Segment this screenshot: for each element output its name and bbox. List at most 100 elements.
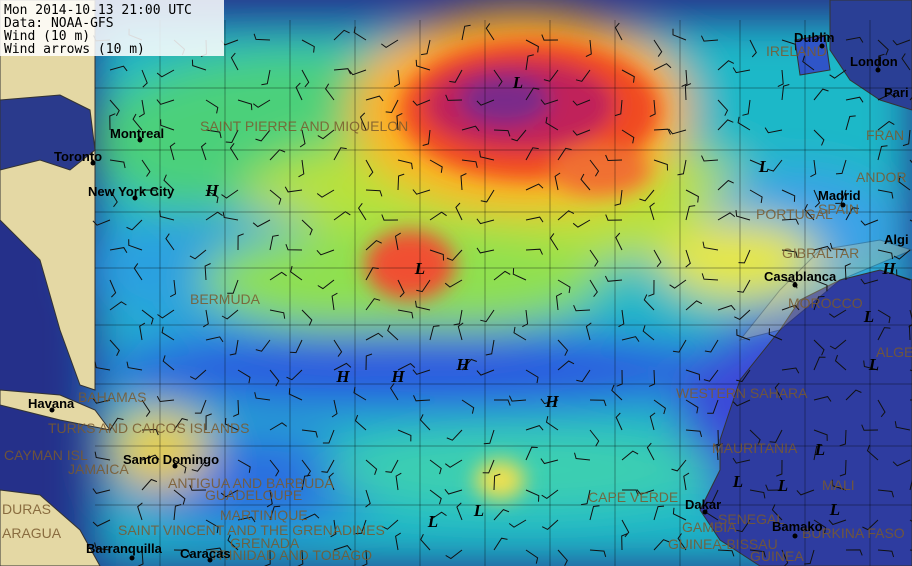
- wind-barb: [813, 519, 827, 534]
- wind-barb: [159, 210, 175, 221]
- city-label: Santo Domingo: [123, 452, 219, 467]
- wind-barb: [749, 189, 763, 203]
- wind-barb: [581, 489, 591, 506]
- wind-barb: [109, 113, 116, 131]
- wind-barb: [736, 519, 751, 533]
- region-label: IRELAND: [766, 43, 827, 59]
- wind-barb: [701, 155, 719, 162]
- wind-barb: [109, 189, 118, 208]
- wind-barb: [421, 39, 431, 56]
- wind-barb: [781, 189, 796, 202]
- wind-barb: [845, 36, 864, 43]
- info-datetime: Mon 2014-10-13 21:00 UTC: [4, 3, 192, 18]
- wind-barb: [290, 265, 303, 281]
- wind-barb: [605, 214, 623, 221]
- wind-barb: [227, 279, 239, 294]
- wind-barb: [732, 399, 751, 407]
- wind-barb: [902, 129, 911, 147]
- wind-barb: [831, 479, 847, 491]
- wind-barb: [508, 519, 527, 528]
- info-background: [0, 0, 224, 56]
- wind-barb: [642, 325, 655, 341]
- wind-barb: [156, 395, 175, 403]
- wind-barb: [429, 489, 442, 505]
- wind-barb: [777, 69, 784, 88]
- wind-barb: [716, 443, 723, 461]
- wind-barb: [353, 26, 367, 41]
- wind-barb: [621, 129, 635, 144]
- wind-barb: [829, 69, 847, 79]
- wind-barb: [685, 205, 696, 221]
- wind-barb: [109, 339, 120, 357]
- wind-barb: [237, 369, 251, 384]
- wind-barb: [156, 69, 175, 78]
- wind-barb: [572, 129, 591, 136]
- wind-barb: [365, 332, 384, 341]
- wind-barb: [781, 39, 797, 51]
- pressure-centers: L L H L H L H H H L H L L L L L L: [204, 73, 896, 531]
- wind-barb: [717, 119, 734, 131]
- wind-barb: [860, 278, 879, 285]
- wind-barb: [508, 395, 527, 402]
- city-markers: [49, 43, 881, 563]
- city-label: Pari: [884, 85, 909, 100]
- wind-barb: [237, 233, 244, 251]
- wind-barb: [229, 143, 239, 161]
- pressure-center: L: [732, 472, 743, 491]
- wind-barb: [493, 270, 511, 281]
- wind-barb: [456, 502, 463, 521]
- wind-barb: [169, 142, 176, 161]
- wind-barb: [573, 305, 591, 312]
- wind-barb: [173, 489, 186, 505]
- wind-barb: [540, 99, 559, 105]
- wind-barb: [611, 384, 623, 401]
- wind-barb: [685, 189, 699, 203]
- wind-barb: [412, 99, 431, 106]
- wind-barb: [702, 241, 719, 251]
- wind-barb: [333, 362, 352, 371]
- wind-barb: [525, 446, 538, 461]
- wind-barb: [712, 429, 719, 447]
- wind-barb: [701, 273, 719, 281]
- wind-barb: [513, 326, 527, 341]
- wind-barb: [333, 339, 343, 357]
- wind-barb: [353, 386, 367, 401]
- wind-barb: [397, 173, 405, 191]
- wind-barb: [717, 549, 735, 557]
- wind-barb: [365, 353, 373, 371]
- wind-barb: [485, 23, 495, 41]
- wind-barb: [813, 339, 825, 356]
- wind-barb: [829, 309, 847, 318]
- wind-barb: [554, 172, 561, 191]
- wind-barb: [781, 249, 798, 258]
- wind-barb: [396, 112, 403, 131]
- pressure-center: L: [414, 259, 425, 278]
- wind-barb: [540, 398, 559, 405]
- wind-barb: [397, 279, 405, 298]
- wind-barb: [543, 69, 559, 82]
- wind-barb: [126, 361, 143, 371]
- city-labels: Montreal Toronto New York City Havana Sa…: [28, 30, 909, 561]
- wind-barb: [736, 329, 751, 341]
- wind-barb: [898, 175, 911, 191]
- wind-barb: [444, 488, 463, 495]
- wind-barb: [173, 418, 189, 431]
- wind-barb: [580, 173, 591, 191]
- wind-barb: [485, 339, 495, 356]
- pressure-center: L: [814, 440, 825, 459]
- region-label: DURAS: [2, 501, 51, 517]
- wind-barb: [614, 189, 623, 206]
- wind-barb: [771, 504, 783, 521]
- wind-barb: [512, 268, 527, 281]
- wind-barb: [365, 489, 371, 508]
- wind-barb: [232, 399, 240, 417]
- wind-barb: [683, 472, 690, 491]
- wind-barb: [269, 234, 279, 251]
- wind-barb: [774, 382, 783, 401]
- wind-barb: [189, 369, 207, 380]
- city-label: Bamako: [772, 519, 823, 534]
- wind-barb: [813, 444, 823, 461]
- wind-barb: [301, 429, 318, 438]
- wind-barb: [781, 367, 800, 374]
